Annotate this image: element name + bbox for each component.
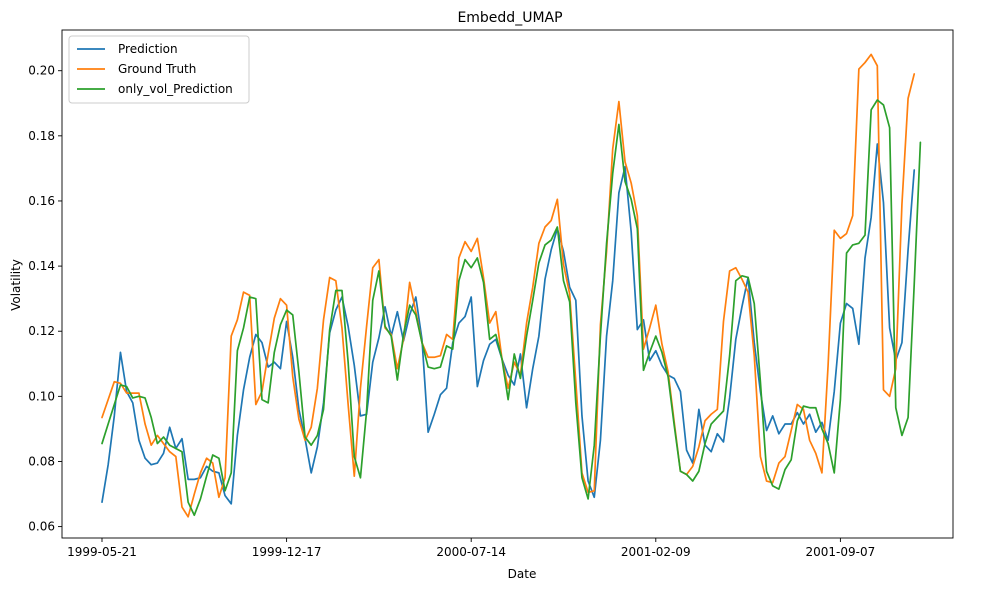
x-tick-label: 2000-07-14 (436, 545, 506, 559)
legend: Prediction Ground Truth only_vol_Predictio… (68, 35, 250, 104)
y-tick-label: 0.16 (28, 194, 55, 208)
plot-frame (61, 29, 954, 539)
plot-area (62, 30, 953, 538)
series-layer (101, 53, 922, 518)
y-tick-label: 0.18 (28, 129, 55, 143)
series-line-ground-truth (101, 53, 916, 518)
legend-label-only-vol-prediction: only_vol_Prediction (118, 82, 233, 96)
y-tick-label: 0.06 (28, 520, 55, 534)
y-tick-label: 0.14 (28, 259, 55, 273)
x-tick-label: 1999-05-21 (67, 545, 137, 559)
chart-title: Embedd_UMAP (457, 10, 562, 26)
y-tick-label: 0.10 (28, 389, 55, 403)
x-tick-label: 2001-02-09 (621, 545, 691, 559)
y-tick-label: 0.20 (28, 64, 55, 78)
legend-box (68, 35, 250, 104)
legend-label-ground-truth: Ground Truth (118, 62, 196, 76)
series-line-prediction (101, 143, 916, 505)
x-tick-label: 1999-12-17 (252, 545, 322, 559)
x-axis-label: Date (508, 567, 537, 581)
legend-label-prediction: Prediction (118, 42, 178, 56)
axes-layer: 0.06 0.08 0.10 0.12 0.14 0.16 0.18 0.20 1999-05-… (28, 64, 875, 559)
y-axis-label: Volatility (9, 259, 23, 311)
series-line-only-vol-prediction (101, 99, 922, 517)
x-tick-label: 2001-09-07 (806, 545, 876, 559)
y-tick-label: 0.08 (28, 454, 55, 468)
y-tick-label: 0.12 (28, 324, 55, 338)
